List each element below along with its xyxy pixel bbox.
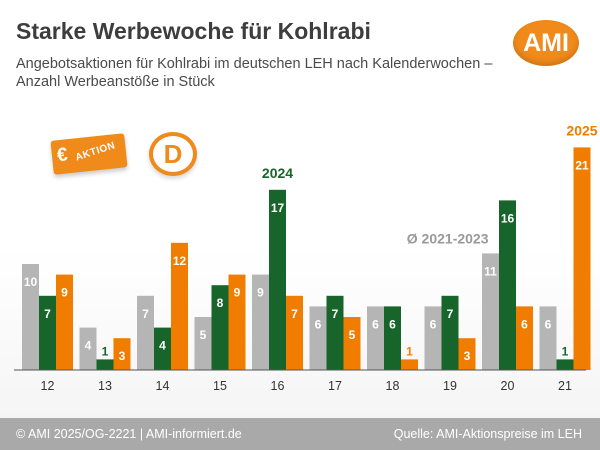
legend-label-series-2024: 2024: [262, 165, 293, 181]
bar-series-2025-kw16: [286, 295, 303, 370]
data-label-series-2024-kw16: 17: [271, 201, 285, 215]
data-label-series-avg-kw12: 10: [24, 275, 38, 289]
bar-series-avg-kw16: [252, 274, 269, 370]
page-title: Starke Werbewoche für Kohlrabi: [16, 18, 371, 44]
data-label-series-2025-kw16: 7: [291, 307, 298, 321]
bar-series-2024-kw14: [154, 327, 171, 370]
bar-series-2025-kw18: [401, 359, 418, 370]
data-label-series-avg-kw17: 6: [315, 317, 322, 331]
bar-series-avg-kw21: [539, 306, 557, 370]
data-label-series-avg-kw20: 11: [484, 264, 497, 278]
data-label-series-avg-kw14: 7: [142, 307, 149, 321]
x-axis-ticks: 12 13 14 15 16 17 18 19 20 21: [41, 379, 572, 393]
data-label-series-2025-kw14: 12: [173, 254, 187, 268]
bar-series-2024-kw12: [39, 295, 56, 370]
data-label-series-2025-kw19: 3: [464, 349, 471, 363]
bar-series-avg-kw17: [309, 306, 327, 370]
x-tick-label-kw21: 21: [558, 379, 572, 393]
bar-series-2024-kw21: [556, 359, 574, 370]
data-label-series-2024-kw15: 8: [217, 296, 224, 310]
bar-series-2025-kw15: [228, 274, 246, 370]
data-label-series-2025-kw13: 3: [119, 349, 126, 363]
footer: © AMI 2025/OG-2221 | AMI-informiert.de Q…: [0, 418, 600, 450]
data-label-series-2025-kw21: 21: [575, 158, 589, 172]
data-label-series-2025-kw18: 1: [406, 344, 413, 358]
bar-series-2025-kw13: [113, 338, 131, 370]
x-tick-label-kw12: 12: [41, 379, 55, 393]
bar-series-2025-kw12: [56, 274, 73, 370]
x-tick-label-kw20: 20: [501, 379, 515, 393]
bar-series-2025-kw14: [171, 242, 188, 370]
bar-series-2024-kw18: [384, 306, 401, 370]
data-label-series-2024-kw12: 7: [44, 307, 51, 321]
bar-series-2024-kw19: [441, 295, 459, 370]
x-tick-label-kw17: 17: [328, 379, 342, 393]
data-label-series-avg-kw18: 6: [372, 317, 379, 331]
bar-series-avg-kw20: [482, 253, 499, 370]
ami-logo: AMI: [513, 20, 579, 66]
germany-badge-icon: D: [149, 132, 197, 176]
bar-series-2024-kw17: [326, 295, 344, 370]
x-tick-label-kw18: 18: [386, 379, 400, 393]
data-label-series-2025-kw20: 6: [521, 317, 528, 331]
x-tick-label-kw19: 19: [443, 379, 457, 393]
bar-series-2024-kw13: [96, 359, 114, 370]
x-tick-label-kw13: 13: [98, 379, 112, 393]
data-label-series-avg-kw15: 5: [200, 328, 207, 342]
data-label-series-avg-kw19: 6: [430, 317, 437, 331]
data-label-series-2024-kw19: 7: [447, 307, 454, 321]
bar-series-avg-kw19: [424, 306, 442, 370]
data-label-series-2025-kw17: 5: [349, 328, 356, 342]
legend-label-series-avg: Ø 2021-2023: [407, 230, 489, 246]
data-label-series-2025-kw15: 9: [234, 286, 241, 300]
bar-series-2024-kw16: [269, 189, 286, 370]
bar-series-avg-kw13: [79, 327, 97, 370]
bar-series-2025-kw21: [573, 147, 591, 370]
data-label-series-2024-kw18: 6: [389, 317, 396, 331]
data-label-series-avg-kw13: 4: [85, 339, 92, 353]
data-label-series-2024-kw20: 16: [501, 211, 515, 225]
data-label-series-2025-kw12: 9: [61, 286, 68, 300]
data-label-series-2024-kw14: 4: [159, 339, 166, 353]
x-tick-label-kw15: 15: [213, 379, 227, 393]
bar-series-2025-kw17: [343, 317, 361, 370]
data-label-series-2024-kw21: 1: [562, 344, 569, 358]
bar-series-avg-kw15: [194, 317, 212, 370]
x-tick-label-kw14: 14: [156, 379, 170, 393]
page-subtitle: Angebotsaktionen für Kohlrabi im deutsch…: [16, 56, 493, 90]
bar-series-avg-kw14: [137, 295, 154, 370]
bar-series-2024-kw20: [499, 200, 516, 370]
data-label-series-avg-kw16: 9: [257, 286, 264, 300]
bar-series-avg-kw12: [22, 264, 39, 370]
bar-series-2025-kw19: [458, 338, 476, 370]
bar-series-avg-kw18: [367, 306, 384, 370]
footer-copyright: © AMI 2025/OG-2221 | AMI-informiert.de: [16, 427, 242, 441]
data-label-series-avg-kw21: 6: [545, 317, 552, 331]
bar-series-2025-kw20: [516, 306, 533, 370]
x-tick-label-kw16: 16: [271, 379, 285, 393]
bar-series-2024-kw15: [211, 285, 229, 370]
data-label-series-2024-kw13: 1: [102, 344, 109, 358]
legend-label-series-2025: 2025: [566, 122, 597, 138]
footer-source: Quelle: AMI-Aktionspreise im LEH: [393, 427, 582, 441]
data-label-series-2024-kw17: 7: [332, 307, 339, 321]
